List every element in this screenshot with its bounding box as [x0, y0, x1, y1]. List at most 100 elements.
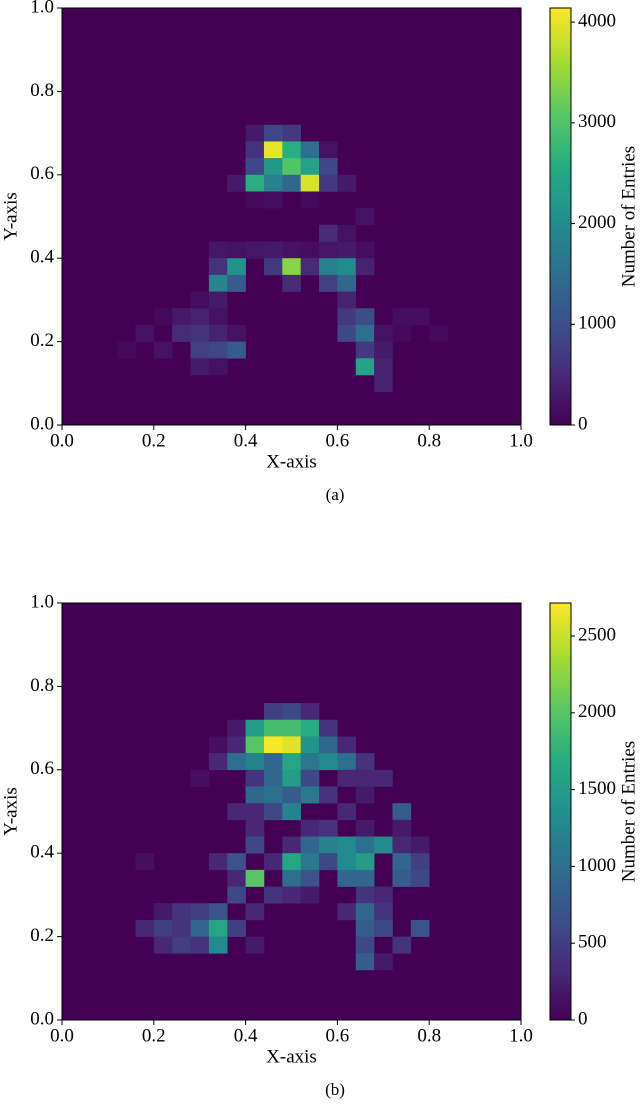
- heatmap-cell: [282, 274, 301, 292]
- heatmap-cell: [337, 803, 357, 821]
- heatmap-cell: [319, 258, 338, 276]
- colorbar-label: Number of Entries: [618, 741, 639, 882]
- heatmap-cell: [190, 324, 210, 342]
- colorbar-tick-label: 4000: [578, 10, 616, 31]
- heatmap-cell: [319, 141, 338, 159]
- plot-frame: [61, 7, 522, 426]
- heatmap-cell: [245, 141, 265, 159]
- heatmap-cell: [208, 903, 228, 921]
- heatmap-cell: [319, 241, 338, 259]
- heatmap-cell: [245, 241, 265, 259]
- heatmap-cell: [337, 174, 357, 192]
- x-tick-label: 0.8: [417, 430, 441, 451]
- heatmap-cell: [319, 158, 338, 176]
- y-tick-label: 0.0: [30, 1008, 54, 1029]
- heatmap-cell: [337, 769, 357, 787]
- heatmap-cell: [355, 769, 375, 787]
- heatmap-cell: [245, 124, 265, 142]
- x-tick-label: 0.0: [50, 430, 74, 451]
- caption: (a): [326, 485, 345, 504]
- colorbar-tick-label: 2000: [578, 212, 616, 233]
- heatmap-cell: [208, 341, 228, 359]
- heatmap-cell: [190, 291, 210, 309]
- heatmap-cell: [190, 341, 210, 359]
- heatmap-cell: [355, 308, 375, 326]
- heatmap-cell: [208, 936, 228, 954]
- heatmap-cell: [355, 341, 375, 359]
- y-tick-label: 0.4: [30, 842, 54, 863]
- heatmap-cell: [282, 803, 301, 821]
- heatmap-cell: [319, 274, 338, 292]
- heatmap-cell: [319, 224, 338, 242]
- heatmap-cell: [263, 736, 283, 754]
- heatmap-cell: [153, 919, 173, 937]
- y-tick-label: 0.8: [30, 80, 54, 101]
- heatmap-cell: [392, 936, 412, 954]
- heatmap-cell: [153, 341, 173, 359]
- heatmap-cell: [245, 903, 265, 921]
- heatmap-cell: [337, 308, 357, 326]
- heatmap-cell: [300, 836, 320, 854]
- heatmap-cell: [227, 853, 246, 871]
- x-tick-label: 0.6: [326, 1025, 350, 1046]
- heatmap-cell: [153, 936, 173, 954]
- heatmap-cell: [392, 836, 412, 854]
- heatmap-cell: [355, 869, 375, 887]
- heatmap-cell: [208, 291, 228, 309]
- colorbar-tick-label: 0: [578, 413, 588, 434]
- heatmap-cell: [245, 869, 265, 887]
- heatmap-cell: [172, 936, 191, 954]
- heatmap-cell: [227, 736, 246, 754]
- colorbar-tick-label: 0: [578, 1008, 588, 1029]
- heatmap-cell: [300, 141, 320, 159]
- heatmap-cell: [282, 769, 301, 787]
- heatmap-cell: [263, 886, 283, 904]
- heatmap-cell: [227, 241, 246, 259]
- heatmap-cell: [355, 903, 375, 921]
- heatmap-cell: [355, 936, 375, 954]
- heatmap-cell: [263, 141, 283, 159]
- heatmap-cell: [319, 853, 338, 871]
- heatmap-cell: [282, 836, 301, 854]
- colorbar-tick-label: 1000: [578, 313, 616, 334]
- heatmap-cell: [355, 241, 375, 259]
- heatmap-cell: [374, 341, 393, 359]
- heatmap-cell: [245, 191, 265, 209]
- heatmap-cell: [337, 324, 357, 342]
- heatmap-cell: [245, 719, 265, 737]
- heatmap-cell: [245, 174, 265, 192]
- colorbar: [549, 7, 572, 426]
- heatmap-cell: [374, 358, 393, 376]
- heatmap-cell: [263, 703, 283, 721]
- x-tick-label: 0.2: [142, 1025, 166, 1046]
- heatmap-cell: [208, 919, 228, 937]
- heatmap-cell: [282, 886, 301, 904]
- heatmap-cell: [300, 241, 320, 259]
- heatmap-cell: [245, 936, 265, 954]
- heatmap-cell: [392, 853, 412, 871]
- heatmap-cell: [300, 853, 320, 871]
- heatmap-cell: [208, 241, 228, 259]
- heatmap-cell: [263, 191, 283, 209]
- heatmap-cell: [208, 324, 228, 342]
- y-tick-label: 1.0: [30, 591, 54, 612]
- y-tick-label: 0.6: [30, 163, 54, 184]
- y-tick-label: 0.8: [30, 675, 54, 696]
- heatmap-cell: [263, 719, 283, 737]
- heatmap-cell: [227, 341, 246, 359]
- heatmap-cell: [337, 291, 357, 309]
- heatmap-cell: [190, 769, 210, 787]
- heatmap-cell: [355, 919, 375, 937]
- heatmap-cell: [355, 324, 375, 342]
- heatmap-cell: [190, 308, 210, 326]
- heatmap-cell: [263, 769, 283, 787]
- colorbar-tick-label: 1000: [578, 855, 616, 876]
- heatmap-cell: [263, 241, 283, 259]
- heatmap-cell: [227, 324, 246, 342]
- y-tick-label: 0.2: [30, 925, 54, 946]
- heatmap-cell: [300, 703, 320, 721]
- y-axis-label: Y-axis: [0, 787, 21, 836]
- heatmap-cell: [227, 886, 246, 904]
- heatmap-cell: [319, 174, 338, 192]
